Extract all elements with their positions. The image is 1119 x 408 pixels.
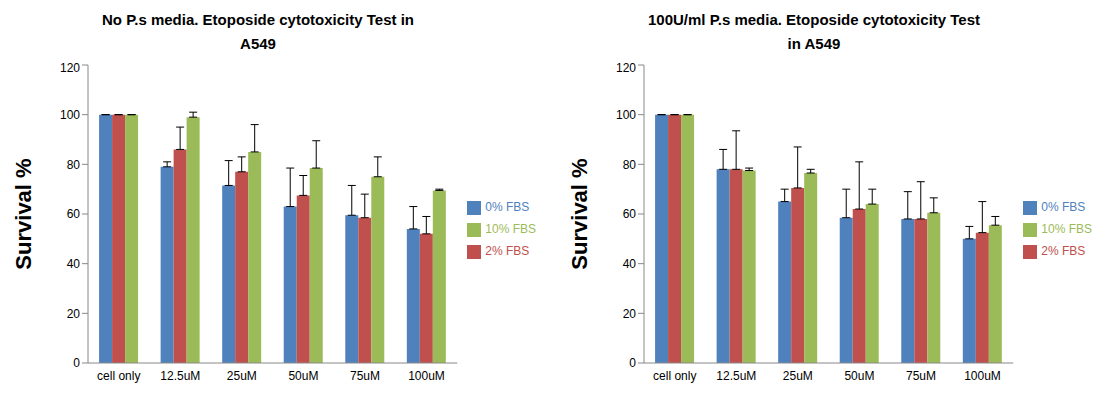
svg-text:Survival %: Survival % [567,158,592,269]
svg-text:cell only: cell only [97,369,140,383]
html-text:2% FBS: 2% FBS [485,244,530,258]
svg-text:80: 80 [67,158,81,172]
svg-text:0: 0 [73,356,80,370]
svg-text:12.5uM: 12.5uM [716,369,756,383]
svg-text:40: 40 [623,257,637,271]
svg-text:12.5uM: 12.5uM [160,369,200,383]
svg-text:0: 0 [629,356,636,370]
svg-text:25uM: 25uM [227,369,257,383]
svg-text:100: 100 [60,108,80,122]
svg-text:40: 40 [67,257,81,271]
svg-text:20: 20 [623,307,637,321]
html-text:10% FBS: 10% FBS [485,222,536,236]
svg-text:100uM: 100uM [964,369,1001,383]
svg-text:80: 80 [623,158,637,172]
html-text:0% FBS: 0% FBS [1041,200,1086,214]
svg-text:75uM: 75uM [906,369,936,383]
svg-text:50uM: 50uM [844,369,874,383]
svg-text:75uM: 75uM [350,369,380,383]
html-text:100U/ml P.s media. Etoposide c: 100U/ml P.s media. Etoposide cytotoxicit… [648,11,980,52]
svg-text:120: 120 [60,61,80,75]
svg-text:60: 60 [623,207,637,221]
svg-text:cell only: cell only [653,369,696,383]
svg-text:60: 60 [67,207,81,221]
html-text:No P.s media. Etoposide cytoto: No P.s media. Etoposide cytotoxicity Tes… [102,11,414,52]
html-text:10% FBS: 10% FBS [1041,222,1092,236]
svg-text:20: 20 [67,307,81,321]
svg-text:25uM: 25uM [783,369,813,383]
svg-text:100uM: 100uM [408,369,445,383]
html-text:0% FBS: 0% FBS [485,200,530,214]
svg-text:Survival %: Survival % [11,158,36,269]
svg-text:120: 120 [616,61,636,75]
svg-text:50uM: 50uM [288,369,318,383]
svg-text:100: 100 [616,108,636,122]
html-text:2% FBS: 2% FBS [1041,244,1086,258]
